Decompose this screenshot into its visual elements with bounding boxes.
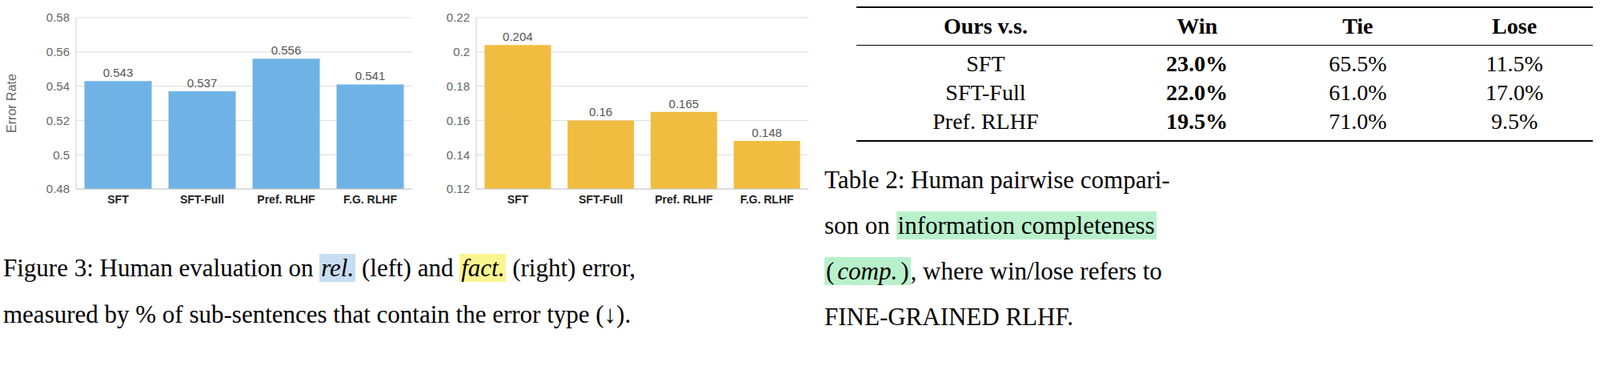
svg-text:0.5: 0.5: [52, 148, 70, 162]
html-text:Lose: Lose: [1492, 13, 1537, 39]
svg-text:0.14: 0.14: [446, 148, 470, 162]
svg-text:F.G. RLHF: F.G. RLHF: [740, 192, 794, 206]
html-text:22.0%: 22.0%: [1166, 80, 1228, 105]
svg-text:0.58: 0.58: [46, 10, 70, 25]
svg-text:0.48: 0.48: [46, 181, 70, 196]
html-text:Tie: Tie: [1342, 13, 1374, 39]
svg-text:Pref. RLHF: Pref. RLHF: [256, 192, 316, 206]
html-text:9.5%: 9.5%: [1491, 108, 1538, 134]
svg-text:0.16: 0.16: [589, 104, 613, 119]
svg-text:0.22: 0.22: [446, 10, 470, 25]
svg-text:0.148: 0.148: [751, 125, 782, 140]
html-text:Table 2: Human pairwise compar: Table 2: Human pairwise compari-: [824, 165, 1170, 194]
svg-text:0.12: 0.12: [446, 181, 470, 196]
svg-text:0.165: 0.165: [669, 96, 700, 111]
svg-text:0.541: 0.541: [355, 68, 386, 83]
html-text:FINE-GRAINED RLHF.: FINE-GRAINED RLHF.: [824, 302, 1074, 331]
svg-text:0.204: 0.204: [502, 29, 534, 44]
html-text:SFT: SFT: [966, 51, 1005, 77]
svg-text:0.537: 0.537: [187, 76, 218, 90]
svg-text:SFT: SFT: [107, 192, 129, 206]
svg-text:Pref. RLHF: Pref. RLHF: [654, 192, 714, 206]
svg-text:0.54: 0.54: [46, 79, 70, 93]
html-text:(comp.), where win/lose refers: (comp.), where win/lose refers to: [826, 256, 1163, 285]
svg-text:0.556: 0.556: [271, 43, 302, 57]
html-text:Win: Win: [1176, 13, 1218, 39]
svg-text:SFT: SFT: [507, 192, 530, 206]
html-text:Pref. RLHF: Pref. RLHF: [932, 108, 1039, 134]
svg-text:0.16: 0.16: [446, 113, 470, 128]
svg-text:0.18: 0.18: [446, 79, 470, 93]
html-text:17.0%: 17.0%: [1485, 80, 1544, 105]
svg-text:0.56: 0.56: [46, 44, 70, 59]
html-text:11.5%: 11.5%: [1485, 51, 1544, 77]
html-text:65.5%: 65.5%: [1328, 51, 1387, 77]
html-text:19.5%: 19.5%: [1166, 108, 1228, 134]
svg-text:Error Rate: Error Rate: [6, 73, 19, 133]
html-text:71.0%: 71.0%: [1328, 108, 1387, 134]
html-text:son on information completenes: son on information completeness: [824, 211, 1155, 240]
svg-text:SFT-Full: SFT-Full: [578, 192, 623, 206]
html-text:Ours v.s.: Ours v.s.: [943, 13, 1028, 39]
svg-text:0.2: 0.2: [453, 44, 470, 59]
html-text:measured by % of sub-sentences: measured by % of sub-sentences that cont…: [3, 300, 631, 329]
svg-text:SFT-Full: SFT-Full: [180, 192, 225, 206]
svg-text:0.543: 0.543: [103, 65, 134, 80]
html-text:Figure 3: Human evaluation on: Figure 3: Human evaluation on rel. (left…: [3, 253, 636, 282]
html-text:61.0%: 61.0%: [1328, 80, 1387, 105]
html-text:23.0%: 23.0%: [1166, 51, 1228, 77]
html-text:SFT-Full: SFT-Full: [945, 80, 1026, 105]
svg-text:F.G. RLHF: F.G. RLHF: [343, 192, 397, 206]
svg-text:0.52: 0.52: [46, 113, 70, 128]
